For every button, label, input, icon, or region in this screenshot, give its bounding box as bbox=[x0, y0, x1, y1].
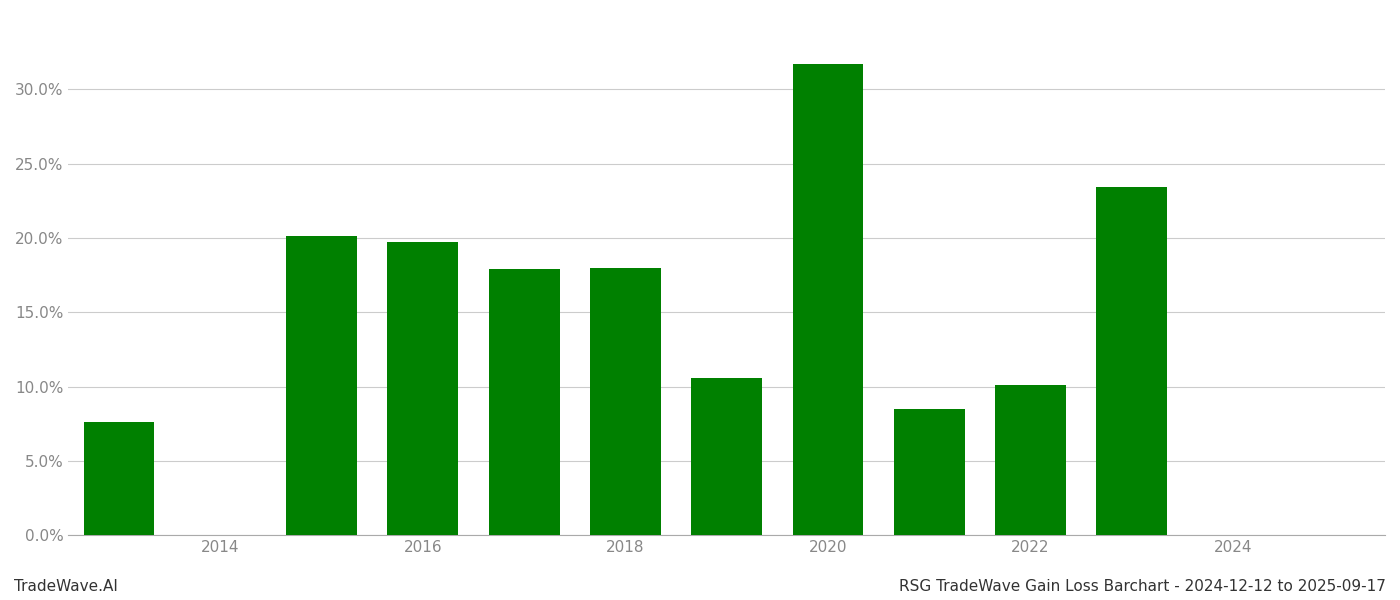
Bar bbox=[388, 242, 458, 535]
Bar bbox=[792, 64, 864, 535]
Bar bbox=[692, 377, 762, 535]
Bar bbox=[893, 409, 965, 535]
Bar bbox=[589, 268, 661, 535]
Bar bbox=[84, 422, 154, 535]
Bar bbox=[489, 269, 560, 535]
Text: RSG TradeWave Gain Loss Barchart - 2024-12-12 to 2025-09-17: RSG TradeWave Gain Loss Barchart - 2024-… bbox=[899, 579, 1386, 594]
Bar bbox=[286, 236, 357, 535]
Bar bbox=[995, 385, 1065, 535]
Text: TradeWave.AI: TradeWave.AI bbox=[14, 579, 118, 594]
Bar bbox=[1096, 187, 1168, 535]
